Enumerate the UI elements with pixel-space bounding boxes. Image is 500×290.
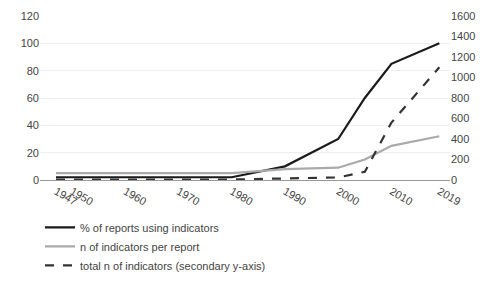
svg-text:total n of indicators (seconda: total n of indicators (secondary y-axis) [80, 260, 265, 272]
svg-text:1950: 1950 [68, 185, 95, 208]
svg-text:20: 20 [27, 147, 39, 159]
svg-text:1000: 1000 [451, 71, 475, 83]
svg-text:1970: 1970 [175, 185, 202, 208]
svg-text:2000: 2000 [334, 185, 361, 208]
svg-text:600: 600 [451, 112, 469, 124]
svg-text:1600: 1600 [451, 10, 475, 22]
svg-text:n of indicators per report: n of indicators per report [80, 241, 199, 253]
svg-text:0: 0 [33, 174, 39, 186]
svg-text:800: 800 [451, 92, 469, 104]
svg-text:1990: 1990 [281, 185, 308, 208]
svg-text:200: 200 [451, 153, 469, 165]
svg-text:1200: 1200 [451, 51, 475, 63]
svg-text:120: 120 [21, 10, 39, 22]
svg-text:2010: 2010 [388, 185, 415, 208]
svg-text:1960: 1960 [121, 185, 148, 208]
svg-text:1980: 1980 [228, 185, 255, 208]
svg-text:1400: 1400 [451, 30, 475, 42]
svg-text:1947: 1947 [52, 185, 79, 208]
svg-text:% of reports using indicators: % of reports using indicators [80, 222, 219, 234]
svg-text:100: 100 [21, 37, 39, 49]
svg-text:40: 40 [27, 119, 39, 131]
svg-text:400: 400 [451, 133, 469, 145]
svg-text:60: 60 [27, 92, 39, 104]
svg-text:2019: 2019 [436, 185, 463, 208]
svg-text:80: 80 [27, 65, 39, 77]
svg-text:0: 0 [451, 174, 457, 186]
